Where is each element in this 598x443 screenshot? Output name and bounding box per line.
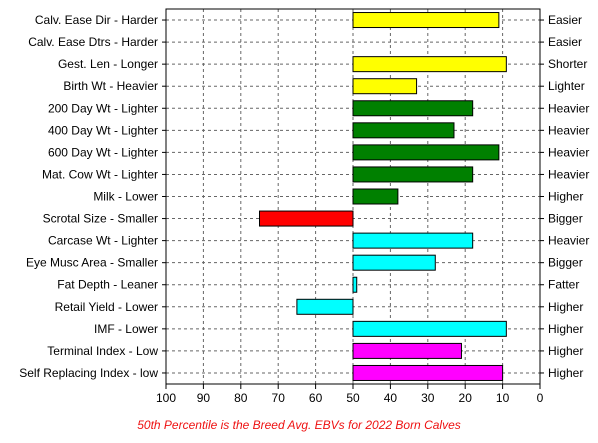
category-label: 600 Day Wt - Lighter [48,145,158,159]
category-label: Mat. Cow Wt - Lighter [42,167,158,181]
bar [296,298,354,315]
category-label: IMF - Lower [94,322,158,336]
direction-label: Higher [548,344,583,358]
category-label: Self Replacing Index - low [19,366,158,380]
category-label: 200 Day Wt - Lighter [48,101,158,115]
x-tick-label: 70 [272,391,286,405]
chart-caption: 50th Percentile is the Breed Avg. EBVs f… [137,418,461,432]
direction-label: Heavier [548,145,589,159]
direction-label: Heavier [548,101,589,115]
x-tick-label: 20 [459,391,473,405]
bar [352,188,399,205]
x-tick-label: 30 [421,391,435,405]
x-tick-label: 50 [346,391,360,405]
bar [352,56,507,73]
category-label: Birth Wt - Heavier [63,79,158,93]
bar [352,364,504,381]
x-tick-label: 80 [234,391,248,405]
category-label: Terminal Index - Low [47,344,158,358]
direction-label: Lighter [548,79,585,93]
category-label: Carcase Wt - Lighter [48,234,158,248]
x-tick-label: 90 [197,391,211,405]
direction-label: Heavier [548,123,589,137]
category-label: Retail Yield - Lower [55,300,158,314]
bar [352,12,500,29]
direction-label: Higher [548,322,583,336]
bar [352,232,474,249]
direction-label: Easier [548,13,582,27]
category-label: Gest. Len - Longer [58,57,158,71]
direction-label: Heavier [548,167,589,181]
direction-label: Heavier [548,234,589,248]
bar [352,144,500,161]
bar [352,122,455,139]
category-label: Fat Depth - Leaner [57,278,158,292]
category-label: Calv. Ease Dtrs - Harder [28,35,158,49]
x-tick-label: 40 [384,391,398,405]
direction-label: Bigger [548,212,583,226]
bar [259,210,354,227]
category-label: Scrotal Size - Smaller [43,212,158,226]
bar [352,342,462,359]
x-tick-label: 100 [156,391,176,405]
bar [352,276,358,293]
direction-label: Shorter [548,57,587,71]
bar [352,100,474,117]
bar [352,254,436,271]
x-tick-label: 10 [496,391,510,405]
category-label: 400 Day Wt - Lighter [48,123,158,137]
direction-label: Higher [548,366,583,380]
category-label: Eye Musc Area - Smaller [26,256,158,270]
direction-label: Higher [548,300,583,314]
direction-label: Bigger [548,256,583,270]
category-label: Milk - Lower [93,190,158,204]
direction-label: Fatter [548,278,579,292]
direction-label: Higher [548,190,583,204]
x-tick-label: 60 [309,391,323,405]
category-label: Calv. Ease Dir - Harder [35,13,158,27]
bar [352,166,474,183]
x-tick-label: 0 [537,391,544,405]
direction-label: Easier [548,35,582,49]
bar [352,78,418,95]
bar [352,320,507,337]
